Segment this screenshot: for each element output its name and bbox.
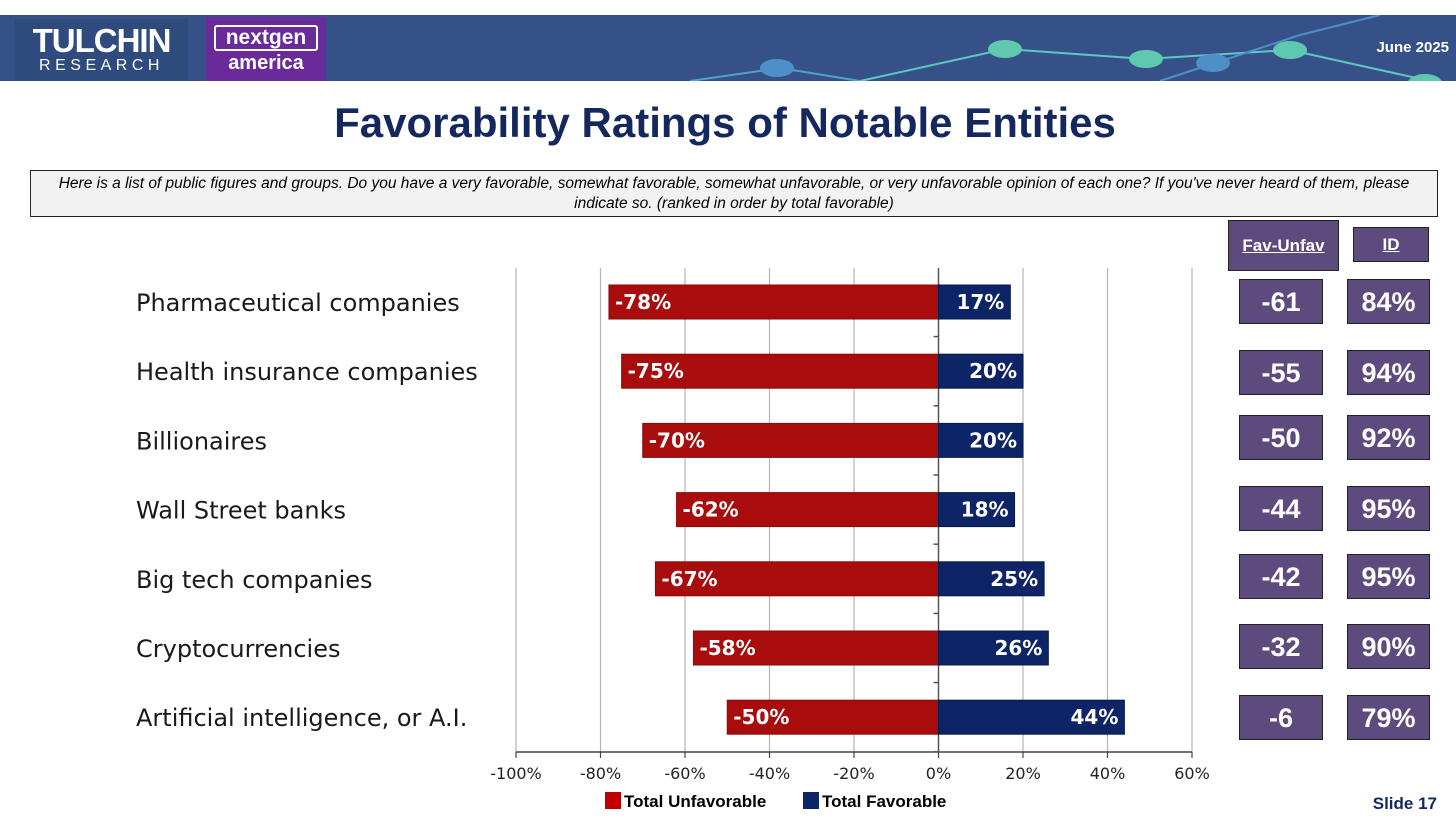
nextgen-america-logo: nextgen america (206, 17, 326, 81)
tulchin-research-logo: TULCHIN RESEARCH (15, 19, 188, 81)
bar-label-unfavorable: -78% (615, 290, 671, 314)
legend-swatch-favorable (803, 792, 819, 809)
bar-label-favorable: 20% (969, 359, 1017, 383)
bar-favorable (938, 492, 1016, 528)
bar-label-unfavorable: -70% (649, 428, 705, 452)
slide-title: Favorability Ratings of Notable Entities (334, 99, 1116, 146)
fav-unfav-value: -6 (1239, 695, 1323, 740)
bar-unfavorable (608, 284, 939, 320)
id-value: 95% (1347, 486, 1430, 531)
bar-favorable (938, 353, 1024, 389)
id-header: ID (1353, 227, 1429, 262)
legend-unfavorable: Total Unfavorable (605, 792, 766, 812)
bar-label-favorable: 44% (1071, 705, 1119, 729)
bar-favorable (938, 561, 1045, 597)
id-value: 92% (1347, 415, 1430, 460)
bar-unfavorable (692, 630, 940, 666)
category-label: Artificial intelligence, or A.I. (136, 704, 467, 732)
question-text: Here is a list of public figures and gro… (30, 170, 1438, 217)
fav-unfav-value: -61 (1239, 279, 1323, 324)
bar-label-unfavorable: -75% (628, 359, 684, 383)
legend-favorable: Total Favorable (803, 792, 946, 812)
bar-unfavorable (654, 561, 939, 597)
category-label: Billionaires (136, 427, 267, 455)
logo-tulchin-sub: RESEARCH (39, 57, 164, 74)
logo-tulchin-main: TULCHIN (32, 22, 172, 59)
header-network-decoration (689, 15, 1442, 81)
category-label: Cryptocurrencies (136, 635, 340, 663)
bar-label-unfavorable: -58% (699, 636, 755, 660)
fav-unfav-value: -42 (1239, 554, 1323, 599)
legend-swatch-unfavorable (605, 792, 621, 809)
x-tick-label: -20% (833, 764, 874, 783)
x-tick-label: -40% (749, 764, 790, 783)
fav-unfav-value: -44 (1239, 486, 1323, 531)
header-date: June 2025 (1376, 39, 1449, 56)
id-value: 90% (1347, 624, 1430, 669)
fav-unfav-value: -55 (1239, 350, 1323, 395)
bar-label-unfavorable: -50% (733, 705, 789, 729)
bar-favorable (938, 630, 1049, 666)
id-value: 79% (1347, 695, 1430, 740)
bar-unfavorable (726, 699, 939, 735)
category-label: Health insurance companies (136, 358, 478, 386)
x-tick-label: 40% (1090, 764, 1126, 783)
header-banner: TULCHIN RESEARCH nextgen america June 20… (0, 15, 1456, 81)
logo-nextgen-bottom: america (228, 52, 304, 74)
bar-label-unfavorable: -62% (683, 498, 739, 522)
fav-unfav-value: -50 (1239, 415, 1323, 460)
x-tick-label: 0% (926, 764, 951, 783)
x-tick-label: -80% (580, 764, 621, 783)
bar-label-favorable: 18% (961, 498, 1009, 522)
bar-favorable (938, 284, 1011, 320)
legend-label-favorable: Total Favorable (822, 792, 947, 811)
fav-unfav-header: Fav-Unfav (1228, 220, 1339, 271)
bar-favorable (938, 422, 1024, 458)
id-value: 95% (1347, 554, 1430, 599)
category-label: Wall Street banks (136, 497, 346, 525)
bar-favorable (938, 699, 1125, 735)
id-value: 94% (1347, 350, 1430, 395)
bar-unfavorable (676, 492, 939, 528)
x-tick-label: -60% (664, 764, 705, 783)
x-tick-label: -100% (490, 764, 542, 783)
bar-label-favorable: 17% (956, 290, 1004, 314)
legend-label-unfavorable: Total Unfavorable (624, 792, 767, 811)
fav-unfav-value: -32 (1239, 624, 1323, 669)
bar-label-favorable: 25% (990, 567, 1038, 591)
x-tick-label: 20% (1005, 764, 1041, 783)
bar-label-unfavorable: -67% (661, 567, 717, 591)
x-tick-label: 60% (1174, 764, 1210, 783)
id-value: 84% (1347, 279, 1430, 324)
bar-unfavorable (621, 353, 939, 389)
category-label: Pharmaceutical companies (136, 289, 460, 317)
slide-number: Slide 17 (1372, 794, 1437, 813)
category-label: Big tech companies (136, 566, 373, 594)
logo-nextgen-top: nextgen (214, 25, 318, 51)
bar-label-favorable: 20% (969, 428, 1017, 452)
bar-label-favorable: 26% (994, 636, 1042, 660)
